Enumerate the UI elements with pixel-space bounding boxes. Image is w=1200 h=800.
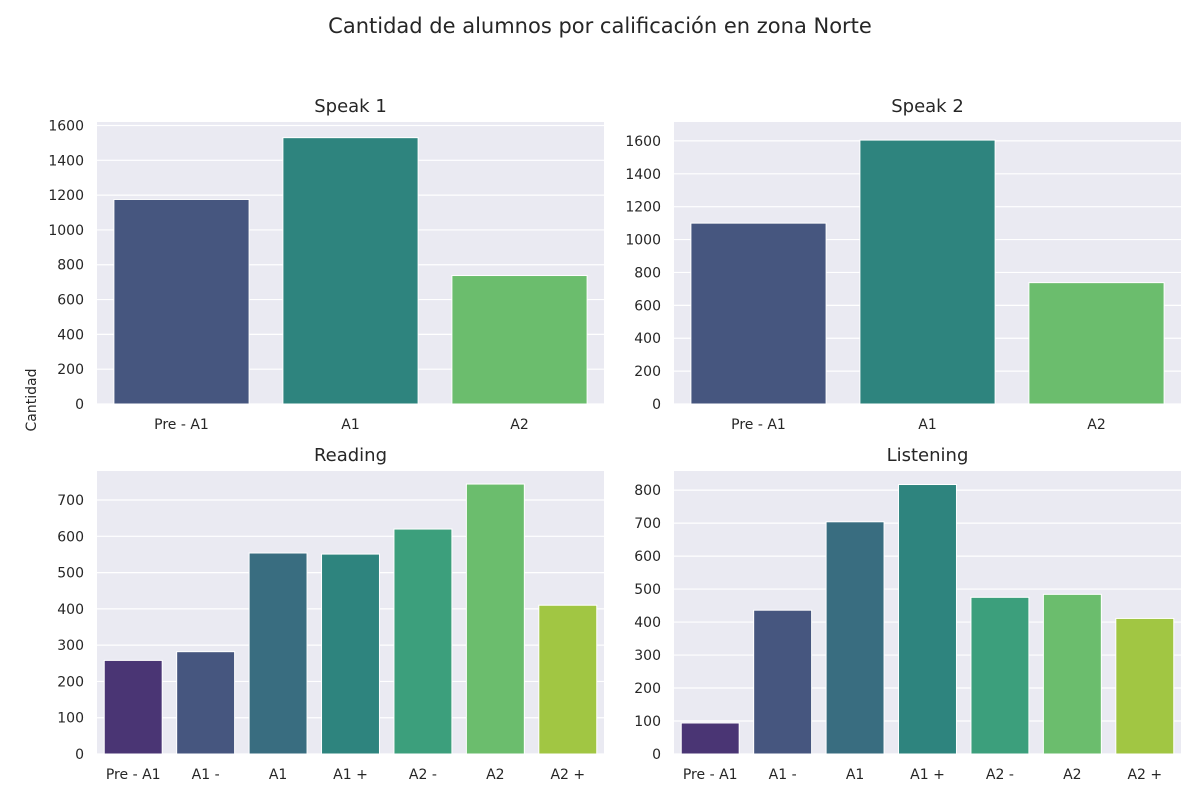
panel-title: Speak 1 [314, 96, 387, 117]
x-tick-label: A1 + [910, 767, 945, 783]
x-tick-label: A2 + [550, 767, 585, 783]
panel-title: Listening [887, 445, 969, 466]
y-tick-label: 200 [57, 362, 84, 378]
y-tick-label: 200 [634, 364, 661, 380]
bar-1 [859, 139, 996, 405]
y-tick-label: 800 [634, 483, 661, 499]
x-tick-label: A1 [846, 767, 864, 783]
bar-2 [248, 552, 308, 755]
bar-2 [451, 275, 588, 405]
y-tick-label: 700 [57, 493, 84, 509]
y-tick-label: 1400 [48, 153, 84, 169]
x-tick-label: Pre - A1 [683, 767, 738, 783]
y-tick-label: 600 [57, 529, 84, 545]
y-tick-label: 200 [57, 674, 84, 690]
bar-3 [898, 484, 957, 755]
bar-5 [1042, 593, 1102, 755]
y-tick-label: 100 [634, 714, 661, 730]
y-tick-label: 400 [57, 602, 84, 618]
panel-0: 0 200 400 600 800 1000 1200 1400 1600 Pre - A1 A1 A… [48, 96, 604, 433]
y-tick-label: 400 [634, 615, 661, 631]
y-tick-label: 200 [634, 681, 661, 697]
bar-4 [970, 596, 1030, 755]
y-tick-label: 600 [634, 298, 661, 314]
y-tick-label: 400 [57, 327, 84, 343]
y-tick-label: 100 [57, 711, 84, 727]
x-tick-label: Pre - A1 [106, 767, 161, 783]
panel-title: Reading [314, 445, 387, 466]
panel-1: 0 200 400 600 800 1000 1200 1400 1600 Pre - A1 A1 A… [625, 96, 1181, 433]
panel-2: 0 100 200 300 400 500 600 700 Pre - A1 A1 - A1 A1 +… [57, 445, 604, 783]
panel-3: 0 100 200 300 400 500 600 700 800 Pre - A1 A1 - A1 A… [634, 445, 1181, 783]
y-tick-label: 800 [57, 258, 84, 274]
x-tick-label: A2 [486, 767, 504, 783]
figure-title: Cantidad de alumnos por calificación en … [328, 14, 872, 38]
bar-2 [825, 521, 885, 755]
x-tick-label: A1 [341, 417, 359, 433]
y-tick-label: 600 [57, 293, 84, 309]
y-tick-label: 0 [652, 747, 661, 763]
bar-2 [1028, 282, 1165, 405]
y-tick-label: 1600 [625, 134, 661, 150]
bar-1 [753, 609, 813, 755]
x-tick-label: A2 - [409, 767, 437, 783]
x-tick-label: A2 [1087, 417, 1105, 433]
y-tick-label: 0 [75, 747, 84, 763]
bar-0 [113, 198, 250, 405]
y-tick-label: 800 [634, 265, 661, 281]
y-tick-label: 600 [634, 549, 661, 565]
y-tick-label: 500 [57, 566, 84, 582]
y-tick-label: 1400 [625, 167, 661, 183]
y-tick-label: 700 [634, 516, 661, 532]
y-tick-label: 1600 [48, 118, 84, 134]
x-tick-label: A2 - [986, 767, 1014, 783]
bar-5 [465, 483, 525, 755]
y-tick-label: 500 [634, 582, 661, 598]
y-tick-label: 1000 [48, 223, 84, 239]
y-tick-label: 1200 [48, 188, 84, 204]
x-tick-label: A1 [269, 767, 287, 783]
y-tick-label: 400 [634, 331, 661, 347]
y-tick-label: 1000 [625, 233, 661, 249]
y-tick-label: 0 [75, 397, 84, 413]
x-tick-label: A1 [918, 417, 936, 433]
bar-4 [393, 528, 453, 755]
y-tick-label: 0 [652, 397, 661, 413]
bar-1 [176, 651, 236, 755]
bar-0 [680, 722, 740, 755]
x-tick-label: A2 [510, 417, 528, 433]
y-tick-label: 1200 [625, 200, 661, 216]
x-tick-label: Pre - A1 [731, 417, 786, 433]
bar-0 [690, 222, 827, 405]
bar-0 [103, 659, 163, 755]
x-tick-label: A1 + [333, 767, 368, 783]
y-tick-label: 300 [57, 638, 84, 654]
bar-6 [1115, 617, 1175, 755]
y-tick-label: 300 [634, 648, 661, 664]
x-tick-label: Pre - A1 [154, 417, 209, 433]
bar-6 [538, 604, 598, 755]
bar-1 [282, 137, 419, 405]
x-tick-label: A1 - [769, 767, 797, 783]
x-tick-label: A2 [1063, 767, 1081, 783]
x-tick-label: A1 - [192, 767, 220, 783]
bar-3 [321, 553, 380, 755]
x-tick-label: A2 + [1127, 767, 1162, 783]
panel-title: Speak 2 [891, 96, 964, 117]
